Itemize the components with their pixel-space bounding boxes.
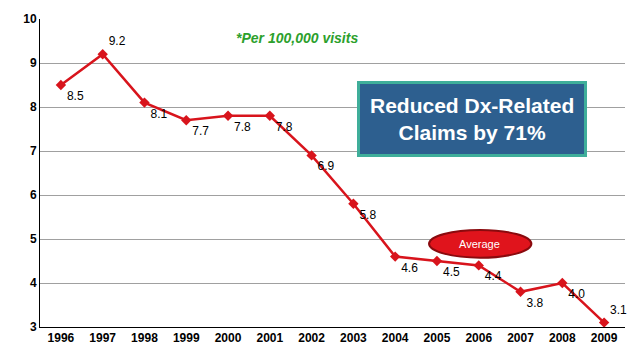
svg-text:1998: 1998 [131, 331, 158, 345]
svg-text:10: 10 [23, 12, 37, 26]
svg-text:2007: 2007 [507, 331, 534, 345]
svg-text:Average: Average [459, 238, 500, 250]
svg-text:4: 4 [30, 276, 37, 290]
svg-text:2002: 2002 [298, 331, 325, 345]
svg-text:3.8: 3.8 [527, 296, 544, 310]
svg-text:6: 6 [30, 188, 37, 202]
svg-text:7: 7 [30, 144, 37, 158]
svg-text:Reduced Dx-RelatedClaims by 71: Reduced Dx-RelatedClaims by 71% [370, 94, 574, 144]
svg-text:9: 9 [30, 56, 37, 70]
svg-text:7.7: 7.7 [192, 124, 209, 138]
svg-text:8.5: 8.5 [67, 89, 84, 103]
svg-text:2009: 2009 [591, 331, 618, 345]
svg-text:8: 8 [30, 100, 37, 114]
svg-text:4.4: 4.4 [485, 269, 502, 283]
svg-text:2000: 2000 [215, 331, 242, 345]
svg-text:2003: 2003 [340, 331, 367, 345]
svg-text:2001: 2001 [256, 331, 283, 345]
svg-text:4.6: 4.6 [401, 261, 418, 275]
svg-text:2006: 2006 [465, 331, 492, 345]
svg-text:5: 5 [30, 232, 37, 246]
svg-text:9.2: 9.2 [109, 34, 126, 48]
svg-text:7.8: 7.8 [234, 120, 251, 134]
svg-text:2008: 2008 [549, 331, 576, 345]
svg-text:2005: 2005 [424, 331, 451, 345]
svg-text:6.9: 6.9 [318, 159, 335, 173]
svg-text:*Per 100,000 visits: *Per 100,000 visits [236, 30, 358, 46]
svg-text:4.0: 4.0 [568, 287, 585, 301]
svg-text:1996: 1996 [48, 331, 75, 345]
svg-text:3.1: 3.1 [610, 303, 627, 317]
svg-text:7.8: 7.8 [276, 120, 293, 134]
svg-text:8.1: 8.1 [150, 107, 167, 121]
svg-text:1997: 1997 [89, 331, 116, 345]
svg-text:5.8: 5.8 [359, 208, 376, 222]
svg-text:4.5: 4.5 [443, 265, 460, 279]
svg-text:1999: 1999 [173, 331, 200, 345]
svg-text:3: 3 [30, 320, 37, 334]
svg-text:2004: 2004 [382, 331, 409, 345]
